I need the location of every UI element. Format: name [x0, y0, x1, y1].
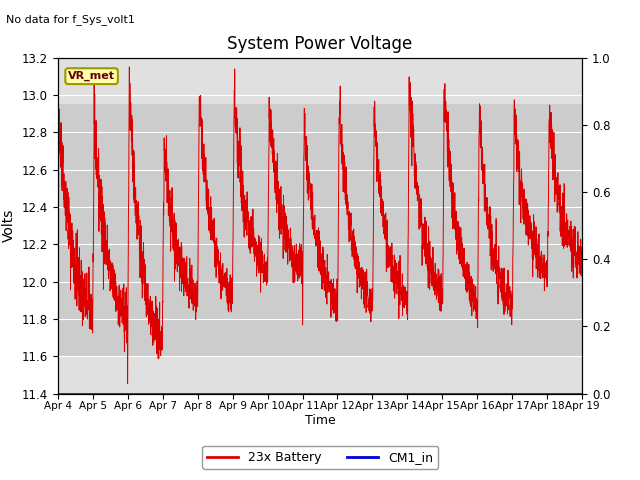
Title: System Power Voltage: System Power Voltage	[227, 35, 413, 53]
Text: No data for f_Sys_volt1: No data for f_Sys_volt1	[6, 14, 135, 25]
X-axis label: Time: Time	[305, 414, 335, 427]
Bar	[58, 104, 582, 356]
Text: VR_met: VR_met	[68, 71, 115, 81]
Y-axis label: Volts: Volts	[2, 209, 16, 242]
Legend: 23x Battery, CM1_in: 23x Battery, CM1_in	[202, 446, 438, 469]
